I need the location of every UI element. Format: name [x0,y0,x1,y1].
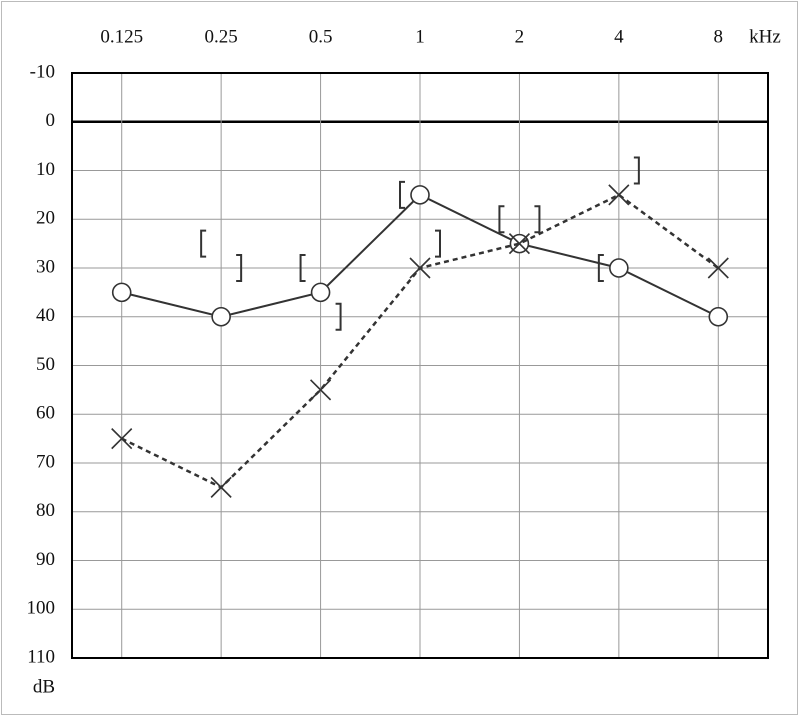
marker-right-bracket [236,254,243,282]
y-tick-label: 70 [36,451,55,472]
x-tick-label: 0.25 [205,26,238,47]
y-axis-label: dB [33,676,55,697]
marker-right-bracket [633,156,640,185]
y-tick-label: 10 [36,159,55,180]
marker-x [608,184,630,206]
y-tick-label: 30 [36,256,55,277]
marker-circle [111,282,132,303]
marker-left-bracket [200,229,207,258]
x-tick-label: 1 [415,26,425,47]
marker-circle [410,185,430,205]
x-tick-label: 2 [515,26,525,47]
x-axis-label: kHz [749,26,781,47]
marker-x [409,257,431,279]
plot-border [71,72,769,659]
marker-x [210,476,232,498]
y-tick-label: 60 [36,403,55,424]
x-tick-label: 0.125 [100,26,143,47]
marker-circle [211,306,231,327]
y-tick-label: 80 [36,500,55,521]
y-tick-label: 110 [27,646,55,667]
marker-x [111,428,133,450]
marker-right-bracket [534,205,541,234]
x-tick-label: 4 [614,26,624,47]
y-tick-label: 100 [27,598,56,619]
marker-left-bracket [299,254,306,282]
marker-x [310,379,332,401]
y-tick-label: 50 [36,354,55,375]
y-tick-label: -10 [30,61,55,82]
marker-left-bracket [498,205,505,234]
marker-right-bracket [435,229,441,258]
y-tick-label: 90 [36,549,55,570]
y-tick-label: 20 [36,208,55,229]
marker-circle [310,282,331,303]
marker-circle [708,306,729,327]
y-tick-label: 0 [46,110,56,131]
marker-circle [609,258,629,278]
marker-left-bracket [399,180,405,209]
marker-x [707,257,729,279]
x-tick-label: 8 [714,26,724,47]
x-tick-label: 0.5 [309,26,333,47]
marker-right-bracket [335,302,342,331]
y-tick-label: 40 [36,305,55,326]
marker-left-bracket [597,254,604,282]
marker-x [508,233,530,255]
